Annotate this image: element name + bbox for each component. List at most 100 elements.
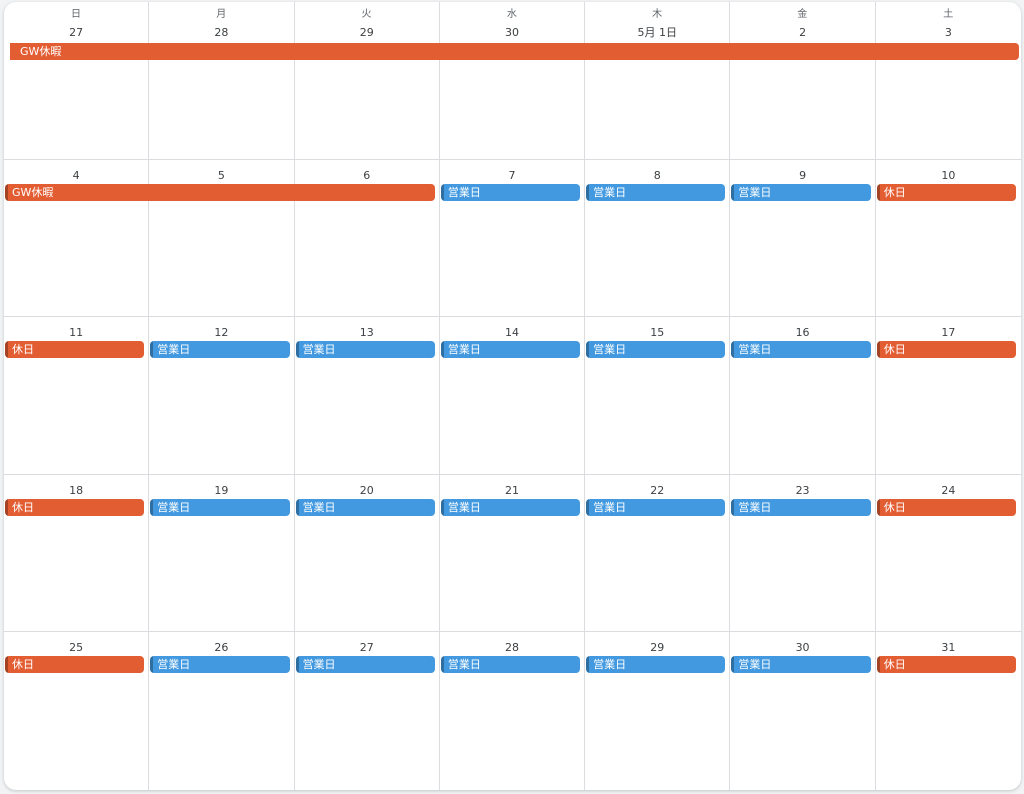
day-cell[interactable]: 30 [730, 632, 876, 790]
holiday-event-chip[interactable]: 休日 [5, 656, 145, 674]
day-cell[interactable]: 15 [585, 317, 731, 475]
day-cell[interactable]: 24 [875, 475, 1021, 633]
business-day-event-chip[interactable]: 営業日 [586, 341, 726, 359]
day-number[interactable]: 5月 1日 [637, 26, 678, 39]
day-number[interactable]: 18 [69, 483, 84, 497]
day-cell[interactable]: 6 [294, 159, 440, 318]
business-day-event-chip[interactable]: 営業日 [150, 341, 290, 359]
day-number[interactable]: 8 [653, 168, 661, 182]
day-cell[interactable]: 16 [730, 317, 876, 475]
day-cell[interactable]: 18 [4, 474, 150, 633]
day-number[interactable]: 14 [504, 326, 519, 340]
day-cell-header: 29 [585, 632, 729, 655]
day-cell[interactable]: 水 30 [439, 2, 586, 160]
day-number[interactable]: 21 [504, 483, 519, 497]
day-number[interactable]: 29 [650, 641, 665, 655]
day-number[interactable]: 27 [359, 641, 374, 655]
day-cell[interactable]: 27 [295, 632, 440, 790]
day-number[interactable]: 9 [799, 168, 807, 182]
day-number[interactable]: 7 [508, 168, 516, 182]
day-number[interactable]: 2 [799, 26, 807, 39]
day-number[interactable]: 15 [650, 326, 665, 340]
day-number[interactable]: 6 [363, 168, 371, 182]
day-cell[interactable]: 11 [4, 317, 150, 475]
holiday-event-chip[interactable]: GW休暇 [10, 43, 1019, 60]
business-day-event-chip[interactable]: 営業日 [586, 656, 726, 674]
business-day-event-chip[interactable]: 営業日 [731, 183, 871, 201]
business-day-event-chip[interactable]: 営業日 [440, 183, 581, 201]
day-cell[interactable]: 17 [875, 317, 1021, 475]
business-day-event-chip[interactable]: 営業日 [150, 498, 290, 516]
day-number[interactable]: 25 [69, 641, 84, 655]
day-cell[interactable]: 10 [875, 160, 1021, 318]
day-cell[interactable]: 7 [439, 159, 586, 318]
holiday-event-chip[interactable]: 休日 [876, 656, 1016, 674]
business-day-event-chip[interactable]: 営業日 [731, 656, 871, 674]
day-number[interactable]: 19 [214, 483, 229, 497]
business-day-event-chip[interactable]: 営業日 [731, 341, 871, 359]
day-cell[interactable]: 火 29 [294, 2, 440, 160]
day-cell[interactable]: 26 [149, 632, 295, 790]
day-cell[interactable]: 木 5月 1日 [585, 2, 731, 160]
holiday-event-chip[interactable]: GW休暇 [5, 183, 435, 201]
day-cell[interactable]: 9 [730, 159, 876, 318]
business-day-event-chip[interactable]: 営業日 [440, 656, 581, 674]
holiday-event-chip[interactable]: 休日 [876, 183, 1016, 201]
day-number[interactable]: 28 [504, 641, 519, 655]
day-cell[interactable]: 13 [294, 317, 440, 475]
day-number[interactable]: 27 [69, 26, 84, 39]
day-number[interactable]: 17 [941, 326, 956, 340]
day-number[interactable]: 29 [359, 26, 374, 39]
day-cell[interactable]: 月 28 [149, 2, 295, 160]
day-number[interactable]: 30 [795, 641, 810, 655]
day-cell[interactable]: 22 [585, 474, 731, 633]
business-day-event-chip[interactable]: 営業日 [586, 498, 726, 516]
day-cell[interactable]: 29 [585, 632, 731, 790]
day-number[interactable]: 26 [214, 641, 229, 655]
day-number[interactable]: 13 [359, 326, 374, 340]
weekday-label: 月 [216, 9, 227, 20]
day-number[interactable]: 23 [795, 483, 810, 497]
day-cell-header: 20 [295, 475, 439, 498]
business-day-event-chip[interactable]: 営業日 [731, 498, 871, 516]
holiday-event-chip[interactable]: 休日 [5, 341, 145, 359]
day-number[interactable]: 20 [359, 483, 374, 497]
day-number[interactable]: 10 [941, 168, 956, 182]
holiday-event-chip[interactable]: 休日 [876, 341, 1016, 359]
day-cell[interactable]: 8 [585, 159, 731, 318]
day-number[interactable]: 3 [944, 26, 952, 39]
day-cell[interactable]: 20 [294, 474, 440, 633]
business-day-event-chip[interactable]: 営業日 [295, 656, 435, 674]
holiday-event-chip[interactable]: 休日 [5, 498, 145, 516]
day-cell[interactable]: 23 [730, 474, 876, 633]
holiday-event-chip[interactable]: 休日 [876, 498, 1016, 516]
business-day-event-chip[interactable]: 営業日 [586, 183, 726, 201]
day-number[interactable]: 16 [795, 326, 810, 340]
day-cell[interactable]: 12 [149, 317, 295, 475]
day-number[interactable]: 24 [941, 483, 956, 497]
day-number[interactable]: 28 [214, 26, 229, 39]
day-number[interactable]: 12 [214, 326, 229, 340]
day-cell[interactable]: 19 [149, 474, 295, 633]
business-day-event-chip[interactable]: 営業日 [150, 656, 290, 674]
business-day-event-chip[interactable]: 営業日 [440, 341, 581, 359]
business-day-event-chip[interactable]: 営業日 [295, 498, 435, 516]
business-day-event-chip[interactable]: 営業日 [440, 498, 581, 516]
day-number[interactable]: 5 [217, 168, 225, 182]
business-day-event-chip[interactable]: 営業日 [295, 341, 435, 359]
day-cell[interactable]: 31 [876, 632, 1021, 790]
day-cell[interactable]: 日 27 [4, 2, 150, 160]
day-number[interactable]: 4 [72, 168, 80, 182]
day-cell[interactable]: 5 [149, 159, 295, 318]
day-cell[interactable]: 28 [440, 632, 586, 790]
day-number[interactable]: 22 [650, 483, 665, 497]
day-cell[interactable]: 4 [4, 159, 150, 318]
day-cell[interactable]: 25 [4, 632, 150, 790]
day-cell[interactable]: 14 [439, 317, 586, 475]
day-number[interactable]: 31 [941, 641, 956, 655]
day-number[interactable]: 11 [69, 326, 84, 340]
day-cell[interactable]: 21 [439, 474, 586, 633]
day-number[interactable]: 30 [504, 26, 519, 39]
